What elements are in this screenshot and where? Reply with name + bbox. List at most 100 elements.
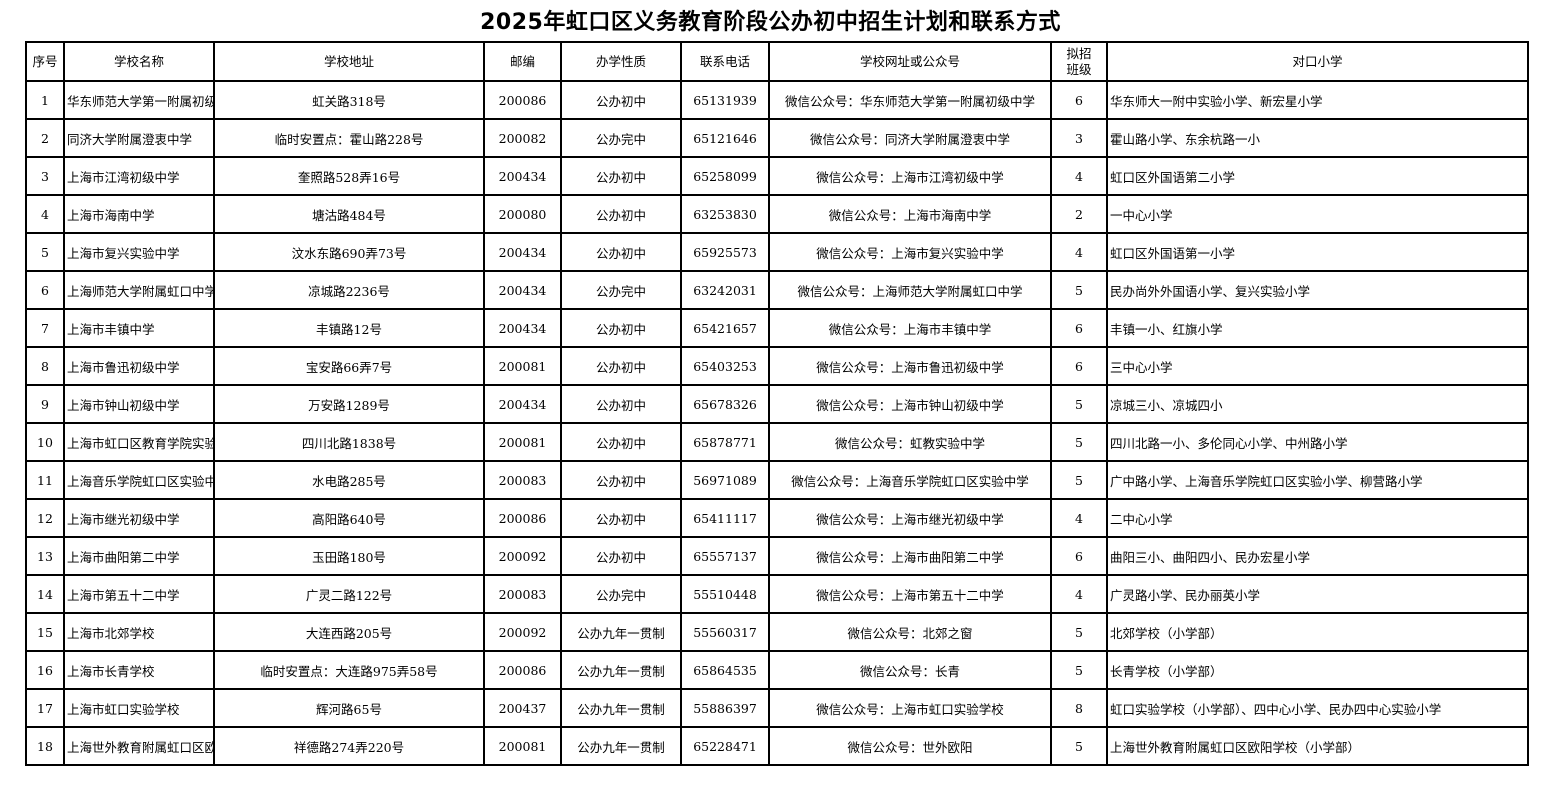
cell-school-type: 公办初中	[560, 232, 682, 272]
cell-school-type: 公办初中	[560, 498, 682, 538]
cell-classes: 4	[1050, 574, 1108, 614]
cell-phone: 65411117	[680, 498, 770, 538]
cell-classes: 5	[1050, 384, 1108, 424]
cell-school-name: 华东师范大学第一附属初级中学	[63, 80, 215, 120]
cell-index: 7	[25, 308, 65, 348]
table-row: 18上海世外教育附属虹口区欧阳学校祥德路274弄220号200081公办九年一贯…	[25, 726, 1529, 766]
cell-feeder-schools: 北郊学校（小学部）	[1106, 612, 1529, 652]
cell-address: 汶水东路690弄73号	[213, 232, 485, 272]
cell-feeder-schools: 四川北路一小、多伦同心小学、中州路小学	[1106, 422, 1529, 462]
cell-website: 微信公众号：上海市曲阳第二中学	[768, 536, 1052, 576]
cell-classes: 5	[1050, 460, 1108, 500]
cell-postcode: 200086	[483, 498, 562, 538]
header-postcode: 邮编	[483, 41, 562, 82]
cell-classes: 3	[1050, 118, 1108, 158]
cell-address: 大连西路205号	[213, 612, 485, 652]
cell-feeder-schools: 曲阳三小、曲阳四小、民办宏星小学	[1106, 536, 1529, 576]
cell-phone: 65228471	[680, 726, 770, 766]
cell-postcode: 200092	[483, 536, 562, 576]
cell-website: 微信公众号：同济大学附属澄衷中学	[768, 118, 1052, 158]
cell-address: 水电路285号	[213, 460, 485, 500]
cell-index: 9	[25, 384, 65, 424]
cell-feeder-schools: 凉城三小、凉城四小	[1106, 384, 1529, 424]
cell-feeder-schools: 虹口区外国语第二小学	[1106, 156, 1529, 196]
cell-school-type: 公办完中	[560, 118, 682, 158]
cell-school-name: 上海市曲阳第二中学	[63, 536, 215, 576]
cell-feeder-schools: 一中心小学	[1106, 194, 1529, 234]
cell-address: 玉田路180号	[213, 536, 485, 576]
cell-address: 临时安置点：大连路975弄58号	[213, 650, 485, 690]
cell-index: 4	[25, 194, 65, 234]
cell-postcode: 200081	[483, 726, 562, 766]
cell-website: 微信公众号：上海市虹口实验学校	[768, 688, 1052, 728]
cell-website: 微信公众号：上海市继光初级中学	[768, 498, 1052, 538]
cell-classes: 4	[1050, 498, 1108, 538]
cell-school-type: 公办初中	[560, 536, 682, 576]
cell-school-name: 上海市鲁迅初级中学	[63, 346, 215, 386]
header-school-type: 办学性质	[560, 41, 682, 82]
table-row: 13 上海市曲阳第二中学 玉田路180号 200092 公办初中 65557137 微信公众…	[25, 536, 1529, 576]
cell-school-type: 公办初中	[560, 80, 682, 120]
cell-school-name: 上海市虹口实验学校	[63, 688, 215, 728]
cell-phone: 65925573	[680, 232, 770, 272]
table-row: 8 上海市鲁迅初级中学 宝安路66弄7号 200081 公办初中 65403253 微信公众…	[25, 346, 1529, 386]
cell-address: 临时安置点：霍山路228号	[213, 118, 485, 158]
header-address: 学校地址	[213, 41, 485, 82]
header-school-name: 学校名称	[63, 41, 215, 82]
cell-classes: 8	[1050, 688, 1108, 728]
cell-postcode: 200434	[483, 384, 562, 424]
cell-website: 微信公众号：上海市江湾初级中学	[768, 156, 1052, 196]
cell-website: 微信公众号：华东师范大学第一附属初级中学	[768, 80, 1052, 120]
cell-website: 微信公众号：北郊之窗	[768, 612, 1052, 652]
cell-phone: 65258099	[680, 156, 770, 196]
cell-school-name: 上海音乐学院虹口区实验中学	[63, 460, 215, 500]
cell-school-type: 公办九年一贯制	[560, 612, 682, 652]
cell-index: 13	[25, 536, 65, 576]
cell-feeder-schools: 二中心小学	[1106, 498, 1529, 538]
cell-website: 微信公众号：上海市丰镇中学	[768, 308, 1052, 348]
cell-address: 万安路1289号	[213, 384, 485, 424]
table-row: 11 上海音乐学院虹口区实验中学 水电路285号 200083 公办初中 56971089…	[25, 460, 1529, 500]
cell-school-type: 公办初中	[560, 308, 682, 348]
table-row: 7 上海市丰镇中学 丰镇路12号 200434 公办初中 65421657 微信公众号：上海…	[25, 308, 1529, 348]
cell-index: 14	[25, 574, 65, 614]
document-title: 2025年虹口区义务教育阶段公办初中招生计划和联系方式	[480, 10, 1061, 35]
cell-website: 微信公众号：上海音乐学院虹口区实验中学	[768, 460, 1052, 500]
cell-classes: 5	[1050, 270, 1108, 310]
cell-phone: 55510448	[680, 574, 770, 614]
header-website: 学校网址或公众号	[768, 41, 1052, 82]
cell-classes: 5	[1050, 422, 1108, 462]
cell-classes: 4	[1050, 156, 1108, 196]
cell-classes: 2	[1050, 194, 1108, 234]
cell-index: 16	[25, 650, 65, 690]
cell-school-name: 上海师范大学附属虹口中学	[63, 270, 215, 310]
cell-address: 祥德路274弄220号	[213, 726, 485, 766]
cell-address: 宝安路66弄7号	[213, 346, 485, 386]
cell-website: 微信公众号：世外欧阳	[768, 726, 1052, 766]
table-row: 10上海市虹口区教育学院实验中学四川北路1838号200081公办初中65878…	[25, 422, 1529, 462]
table-row: 6 上海师范大学附属虹口中学 凉城路2236号 200434 公办完中 63242031 微…	[25, 270, 1529, 310]
cell-address: 高阳路640号	[213, 498, 485, 538]
cell-feeder-schools: 霍山路小学、东余杭路一小	[1106, 118, 1529, 158]
table-row: 15 上海市北郊学校 大连西路205号 200092 公办九年一贯制 55560317 微信…	[25, 612, 1529, 652]
cell-school-type: 公办完中	[560, 574, 682, 614]
cell-school-type: 公办初中	[560, 384, 682, 424]
cell-postcode: 200083	[483, 460, 562, 500]
cell-postcode: 200092	[483, 612, 562, 652]
cell-classes: 6	[1050, 80, 1108, 120]
cell-classes: 6	[1050, 308, 1108, 348]
cell-postcode: 200434	[483, 308, 562, 348]
cell-index: 11	[25, 460, 65, 500]
cell-school-name: 上海市复兴实验中学	[63, 232, 215, 272]
cell-feeder-schools: 虹口实验学校（小学部）、四中心小学、民办四中心实验小学	[1106, 688, 1529, 728]
cell-address: 塘沽路484号	[213, 194, 485, 234]
cell-school-type: 公办初中	[560, 422, 682, 462]
cell-feeder-schools: 丰镇一小、红旗小学	[1106, 308, 1529, 348]
cell-school-name: 上海市虹口区教育学院实验中学	[63, 422, 215, 462]
cell-website: 微信公众号：上海市钟山初级中学	[768, 384, 1052, 424]
cell-website: 微信公众号：上海市第五十二中学	[768, 574, 1052, 614]
cell-index: 5	[25, 232, 65, 272]
cell-postcode: 200081	[483, 346, 562, 386]
table-row: 9 上海市钟山初级中学 万安路1289号 200434 公办初中 65678326 微信公众…	[25, 384, 1529, 424]
